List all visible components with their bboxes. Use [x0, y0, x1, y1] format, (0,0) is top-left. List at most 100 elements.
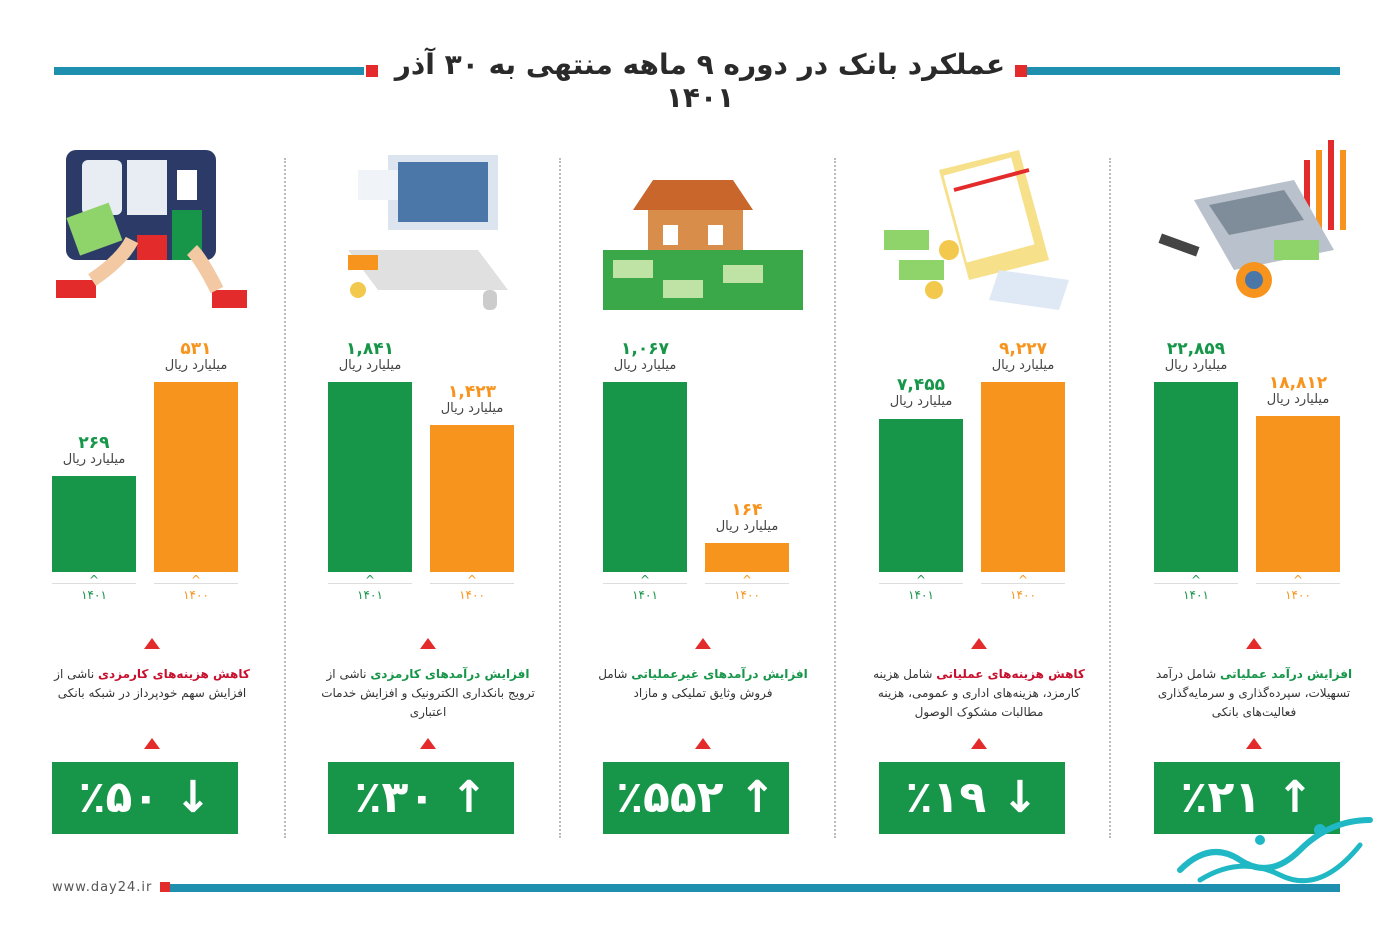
bar-1400	[705, 542, 789, 572]
bar-value-label: ۱۶۴	[731, 499, 763, 520]
house-money-icon	[603, 180, 803, 310]
column-divider	[834, 158, 836, 838]
triangle-up-icon	[144, 638, 160, 649]
atm-icon	[56, 150, 247, 308]
triangle-up-icon	[695, 638, 711, 649]
year-baseline	[879, 583, 963, 584]
bar-value-label: ۱,۸۴۱	[346, 339, 394, 359]
bar-value-label: ۱,۰۶۷	[621, 339, 669, 359]
metric-column: ۱,۸۴۱ میلیارد ریال ۱,۴۲۳ میلیارد ریال ^ ۱۴۰۱ ^…	[321, 140, 535, 840]
year-baseline	[1256, 583, 1340, 584]
percent-change-badge: ٪۵۰ ↓	[52, 762, 238, 834]
year-baseline	[705, 583, 789, 584]
description-text: شامل فروش وثایق تملیکی و مازاد	[598, 667, 773, 700]
description-text: شامل درآمد تسهیلات، سپرده‌گذاری و سرمایه…	[1155, 667, 1351, 719]
column-divider	[559, 158, 561, 838]
metric-description: افزایش درآمدهای غیرعملیاتی شامل فروش وثا…	[593, 665, 813, 703]
computer-icon	[348, 155, 508, 310]
year-label: ۱۴۰۰	[459, 588, 485, 602]
description-text: ناشی از افزایش سهم خودپرداز در شبکه بانک…	[54, 667, 247, 700]
bar-value-label: ۲۶۹	[78, 432, 110, 453]
calendar-money-icon	[884, 150, 1069, 310]
footer-url[interactable]: www.day24.ir	[52, 880, 153, 895]
description-text: شامل هزینه کارمزد، هزینه‌های اداری و عمو…	[873, 667, 1081, 719]
year-label: ۱۴۰۰	[183, 588, 209, 602]
year-label: ۱۴۰۰	[1285, 588, 1311, 602]
bar-unit-label: میلیارد ریال	[338, 358, 402, 373]
chevron-up-icon: ^	[190, 573, 202, 587]
chevron-up-icon: ^	[1292, 573, 1304, 587]
bar-1401	[52, 475, 136, 572]
bar-value-label: ۱,۴۲۳	[448, 382, 496, 403]
triangle-up-icon	[144, 738, 160, 749]
description-text: ناشی از ترویج بانکداری الکترونیک و افزای…	[321, 667, 535, 719]
bar-1401	[328, 382, 412, 572]
year-label: ۱۴۰۱	[632, 588, 658, 602]
percent-change-badge: ٪۱۹ ↓	[879, 762, 1065, 834]
bar-unit-label: میلیارد ریال	[613, 358, 677, 373]
bar-1400	[154, 382, 238, 572]
percent-change-badge: ٪۵۵۲ ↑	[603, 762, 789, 834]
bar-pair: ۱,۰۶۷ میلیارد ریال ۱۶۴ میلیارد ریال	[603, 340, 803, 580]
bar-unit-label: میلیارد ریال	[62, 451, 126, 467]
description-highlight: کاهش هزینه‌های کارمزدی	[97, 667, 250, 681]
chevron-up-icon: ^	[88, 573, 100, 587]
chevron-up-icon: ^	[466, 573, 478, 587]
year-baseline	[603, 583, 687, 584]
percent-change-badge: ٪۲۱ ↑	[1154, 762, 1340, 834]
chevron-up-icon: ^	[639, 573, 651, 587]
triangle-up-icon	[420, 638, 436, 649]
metric-column: ۱,۰۶۷ میلیارد ریال ۱۶۴ میلیارد ریال ^ ۱۴۰۱ ^ ۱۴…	[598, 140, 808, 840]
triangle-up-icon	[971, 638, 987, 649]
bar-pair: ۱,۸۴۱ میلیارد ریال ۱,۴۲۳ میلیارد ریال	[328, 340, 528, 580]
metric-description: افزایش درآمدهای کارمزدی ناشی از ترویج با…	[318, 665, 538, 722]
year-label: ۱۴۰۱	[357, 588, 383, 602]
footer-square	[160, 882, 170, 892]
title-line-left	[54, 67, 364, 75]
year-baseline	[52, 583, 136, 584]
bar-value-label: ۵۳۱	[180, 339, 212, 359]
bar-1401	[603, 382, 687, 572]
triangle-up-icon	[420, 738, 436, 749]
description-highlight: افزایش درآمدهای کارمزدی	[370, 667, 530, 681]
title-line-right	[1027, 67, 1340, 75]
description-highlight: افزایش درآمد عملیاتی	[1219, 667, 1353, 681]
description-highlight: افزایش درآمدهای غیرعملیاتی	[631, 667, 808, 681]
chevron-up-icon: ^	[1190, 573, 1202, 587]
percent-change-badge: ٪۳۰ ↑	[328, 762, 514, 834]
metric-column: ۷,۴۵۵ میلیارد ریال ۹,۲۲۷ میلیارد ریال ^ ۱۴۰۱ ^…	[873, 140, 1085, 840]
chevron-up-icon: ^	[741, 573, 753, 587]
year-baseline	[328, 583, 412, 584]
year-label: ۱۴۰۱	[81, 588, 107, 602]
bar-value-label: ۲۲,۸۵۹	[1166, 339, 1226, 359]
year-label: ۱۴۰۱	[1183, 588, 1209, 602]
logo	[1177, 817, 1373, 884]
year-label: ۱۴۰۰	[734, 588, 760, 602]
column-divider	[284, 158, 286, 838]
bar-unit-label: میلیارد ریال	[164, 358, 228, 373]
title-square-right	[1015, 65, 1027, 77]
page-title: عملکرد بانک در دوره ۹ ماهه منتهی به ۳۰ آ…	[394, 48, 1006, 114]
description-highlight: کاهش هزینه‌های عملیاتی	[936, 667, 1085, 681]
bar-1401	[879, 418, 963, 572]
triangle-up-icon	[971, 738, 987, 749]
title-square-left	[366, 65, 378, 77]
chevron-up-icon: ^	[1017, 573, 1029, 587]
bar-value-label: ۱۸,۸۱۲	[1268, 372, 1328, 393]
bar-unit-label: میلیارد ریال	[440, 401, 504, 417]
chevron-up-icon: ^	[364, 573, 376, 587]
bar-1401	[1154, 382, 1238, 572]
bar-unit-label: میلیارد ریال	[889, 394, 953, 410]
year-baseline	[981, 583, 1065, 584]
bar-1400	[1256, 415, 1340, 572]
triangle-up-icon	[1246, 638, 1262, 649]
year-baseline	[430, 583, 514, 584]
year-baseline	[154, 583, 238, 584]
bar-unit-label: میلیارد ریال	[991, 358, 1055, 373]
year-label: ۱۴۰۰	[1010, 588, 1036, 602]
year-baseline	[1154, 583, 1238, 584]
bar-value-label: ۷,۴۵۵	[897, 375, 945, 396]
metric-description: افزایش درآمد عملیاتی شامل درآمد تسهیلات،…	[1144, 665, 1364, 722]
metric-column: ۲۲,۸۵۹ میلیارد ریال ۱۸,۸۱۲ میلیارد ریال ^ ۱۴۰…	[1154, 140, 1354, 840]
triangle-up-icon	[1246, 738, 1262, 749]
